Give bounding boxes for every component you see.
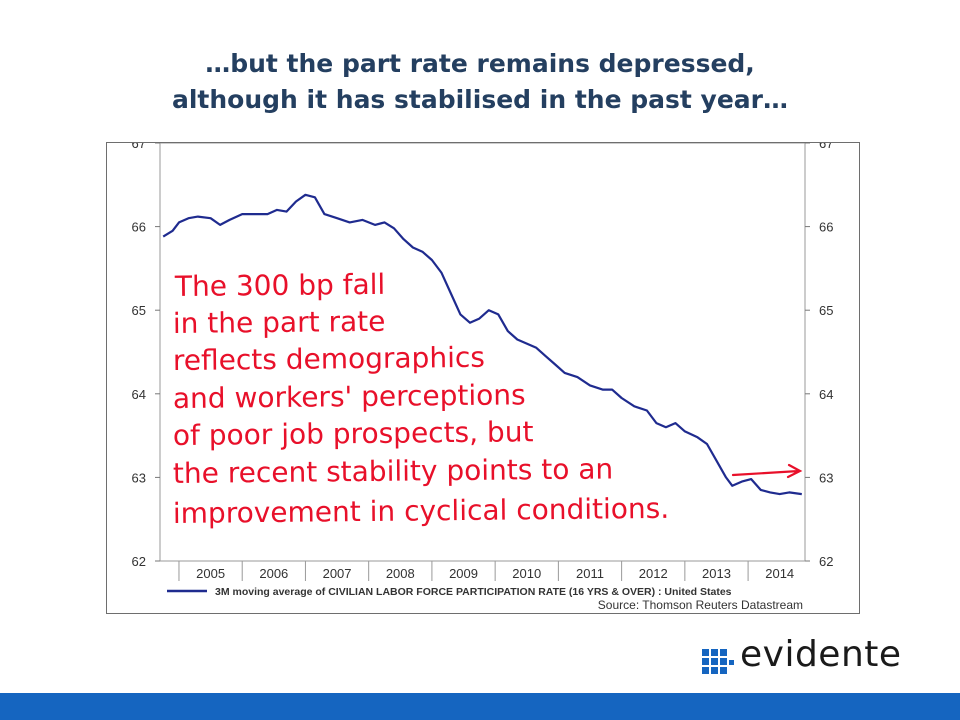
annotation-line: in the part rate	[173, 305, 386, 340]
title-line-2: although it has stabilised in the past y…	[171, 85, 788, 114]
y-tick-label-right: 65	[819, 303, 833, 318]
chart-frame: 62 63 64 65 66 67 62 63 64 65 66 67 2005 2006 2007 20…	[106, 142, 860, 614]
source-label: Source: Thomson Reuters Datastream	[598, 598, 803, 612]
annotation-line: and workers' perceptions	[173, 378, 526, 415]
y-tick-label-right: 66	[819, 220, 833, 235]
annotation-line: of poor job prospects, but	[173, 415, 534, 452]
x-tick-label: 2005	[196, 566, 225, 581]
title-line-1: …but the part rate remains depressed,	[205, 49, 755, 78]
x-tick-label: 2006	[259, 566, 288, 581]
annotation-line: the recent stability points to an	[173, 452, 614, 490]
slide-title: …but the part rate remains depressed, al…	[0, 46, 960, 118]
logo-text: evidente	[740, 634, 902, 675]
x-tick-label: 2008	[386, 566, 415, 581]
annotation-line: improvement in cyclical conditions.	[173, 492, 670, 530]
x-tick-label: 2011	[576, 566, 604, 581]
logo-grid-icon	[702, 649, 734, 674]
y-tick-label-left: 67	[132, 143, 146, 151]
x-tick-label: 2010	[512, 566, 541, 581]
annotation-line: The 300 bp fall	[174, 268, 386, 303]
series-layer	[162, 193, 802, 496]
legend-label: 3M moving average of CIVILIAN LABOR FORC…	[215, 586, 732, 598]
y-tick-label-left: 62	[132, 554, 146, 569]
y-tick-label-right: 63	[819, 470, 833, 485]
right-y-axis: 62 63 64 65 66 67	[805, 143, 833, 569]
series-line	[162, 193, 802, 496]
footer-bar	[0, 693, 960, 720]
plot-area	[159, 143, 806, 562]
left-y-axis: 62 63 64 65 66 67	[132, 143, 160, 569]
x-tick-label: 2007	[323, 566, 352, 581]
y-tick-label-right: 62	[819, 554, 833, 569]
annotation-arrow	[731, 463, 803, 479]
x-tick-label: 2014	[765, 566, 794, 581]
x-tick-label: 2013	[702, 566, 731, 581]
x-tick-label: 2009	[449, 566, 478, 581]
y-tick-label-left: 65	[132, 303, 146, 318]
annotation-line: reflects demographics	[173, 341, 485, 377]
y-tick-label-right: 67	[819, 143, 833, 151]
y-tick-label-left: 63	[132, 470, 146, 485]
y-tick-label-left: 64	[132, 387, 146, 402]
y-tick-label-left: 66	[132, 220, 146, 235]
evidente-logo: evidente	[702, 634, 917, 684]
y-tick-label-right: 64	[819, 387, 833, 402]
x-tick-label: 2012	[639, 566, 668, 581]
x-axis: 2005 2006 2007 2008 2009 2010 2011 2012 2013 2014	[178, 561, 794, 581]
